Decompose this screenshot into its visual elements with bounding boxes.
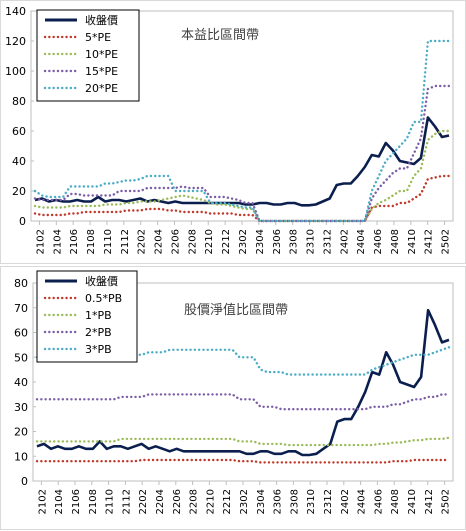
y-tick-label: 20 <box>12 185 26 198</box>
y-tick-label: 120 <box>5 35 26 48</box>
x-tick-label: 2102 <box>37 489 48 514</box>
series-line-3 <box>33 84 451 223</box>
legend-label: 收盤價 <box>85 13 118 27</box>
x-tick-label: 2308 <box>289 489 300 514</box>
x-tick-label: 2304 <box>255 229 266 254</box>
legend-label: 2*PB <box>85 326 112 339</box>
y-tick-label: 80 <box>12 95 26 108</box>
pe-band-chart: 0 20 40 60 80 100 120 140 2102 2104 2106 2108 2110 21… <box>5 5 454 254</box>
y-tick-label: 100 <box>5 65 26 78</box>
legend-label: 15*PE <box>85 65 118 78</box>
x-tick-label: 2404 <box>357 489 368 514</box>
y-tick-label: 10 <box>14 450 28 463</box>
series-line-2 <box>35 436 451 447</box>
y-tick-label: 60 <box>14 327 28 340</box>
x-tick-label: 2310 <box>306 229 317 254</box>
y-tick-label: 70 <box>14 302 28 315</box>
x-tick-label: 2202 <box>138 489 149 514</box>
pe-band-chart-panel: 0 20 40 60 80 100 120 140 2102 2104 2106 2108 2110 21… <box>0 0 466 264</box>
series-line-0 <box>36 308 450 457</box>
pb-band-chart: 0 10 20 30 40 50 60 70 80 2102 2104 2106 2108 2110 211… <box>14 270 454 514</box>
x-tick-label: 2312 <box>323 489 334 514</box>
x-tick-label: 2404 <box>356 229 367 254</box>
series-line-4 <box>33 39 451 223</box>
x-tick-label: 2408 <box>390 229 401 254</box>
x-tick-label: 2208 <box>187 229 198 254</box>
x-tick-label: 2302 <box>239 489 250 514</box>
pb-band-chart-panel: 0 10 20 30 40 50 60 70 80 2102 2104 2106 2108 2110 211… <box>0 266 466 530</box>
x-tick-label: 2406 <box>373 229 384 254</box>
x-tick-label: 2402 <box>339 229 350 254</box>
legend-label: 5*PE <box>85 31 111 44</box>
x-tick-label: 2104 <box>54 489 65 514</box>
x-tick-label: 2208 <box>189 489 200 514</box>
x-tick-label: 2402 <box>340 489 351 514</box>
x-tick-label: 2312 <box>322 229 333 254</box>
legend-box <box>36 270 138 363</box>
x-tick-label: 2206 <box>172 489 183 514</box>
series-line-3 <box>35 393 451 411</box>
legend-label: 10*PE <box>85 48 118 61</box>
x-tick-label: 2202 <box>137 229 148 254</box>
x-tick-label: 2206 <box>170 229 181 254</box>
series-line-2 <box>33 129 451 223</box>
series-line-1 <box>33 174 451 223</box>
y-tick-label: 0 <box>19 215 26 228</box>
x-tick-label: 2412 <box>424 489 435 514</box>
x-tick-label: 2110 <box>105 489 116 514</box>
x-tick-label: 2308 <box>289 229 300 254</box>
x-tick-label: 2112 <box>121 489 132 514</box>
x-tick-label: 2108 <box>86 229 97 254</box>
x-tick-label: 2104 <box>52 229 63 254</box>
x-tick-label: 2110 <box>103 229 114 254</box>
chart-title: 本益比區間帶 <box>181 28 259 43</box>
x-tick-label: 2102 <box>35 229 46 254</box>
legend-label: 0.5*PB <box>85 292 122 305</box>
x-tick-label: 2412 <box>424 229 435 254</box>
x-tick-label: 2406 <box>373 489 384 514</box>
x-tick-label: 2502 <box>441 489 452 514</box>
x-tick-label: 2310 <box>306 489 317 514</box>
x-tick-label: 2210 <box>204 229 215 254</box>
x-tick-label: 2106 <box>71 489 82 514</box>
y-tick-label: 20 <box>14 426 28 439</box>
x-tick-label: 2210 <box>205 489 216 514</box>
x-tick-label: 2306 <box>272 229 283 254</box>
series-line-0 <box>34 116 450 207</box>
x-tick-label: 2304 <box>256 489 267 514</box>
x-tick-label: 2410 <box>407 489 418 514</box>
x-tick-label: 2112 <box>120 229 131 254</box>
series-line-1 <box>35 458 451 464</box>
legend-label: 1*PB <box>85 309 112 322</box>
legend-label: 20*PE <box>85 82 118 95</box>
y-tick-label: 60 <box>12 125 26 138</box>
legend-box <box>36 9 140 102</box>
x-tick-label: 2108 <box>88 489 99 514</box>
x-tick-label: 2204 <box>154 229 165 254</box>
x-tick-label: 2212 <box>221 229 232 254</box>
x-tick-label: 2408 <box>390 489 401 514</box>
y-tick-label: 40 <box>14 376 28 389</box>
x-tick-label: 2302 <box>238 229 249 254</box>
x-tick-label: 2306 <box>273 489 284 514</box>
y-tick-label: 30 <box>14 401 28 414</box>
x-tick-label: 2502 <box>441 229 452 254</box>
x-tick-label: 2204 <box>155 489 166 514</box>
y-tick-label: 0 <box>21 475 28 488</box>
y-tick-label: 40 <box>12 155 26 168</box>
y-tick-label: 50 <box>14 351 28 364</box>
y-tick-label: 140 <box>5 5 26 18</box>
y-tick-label: 80 <box>14 277 28 290</box>
x-tick-label: 2410 <box>407 229 418 254</box>
chart-title: 股價淨值比區間帶 <box>184 302 288 318</box>
legend-label: 3*PB <box>85 343 112 356</box>
x-tick-label: 2106 <box>69 229 80 254</box>
legend-label: 收盤價 <box>85 274 118 288</box>
x-tick-label: 2212 <box>222 489 233 514</box>
